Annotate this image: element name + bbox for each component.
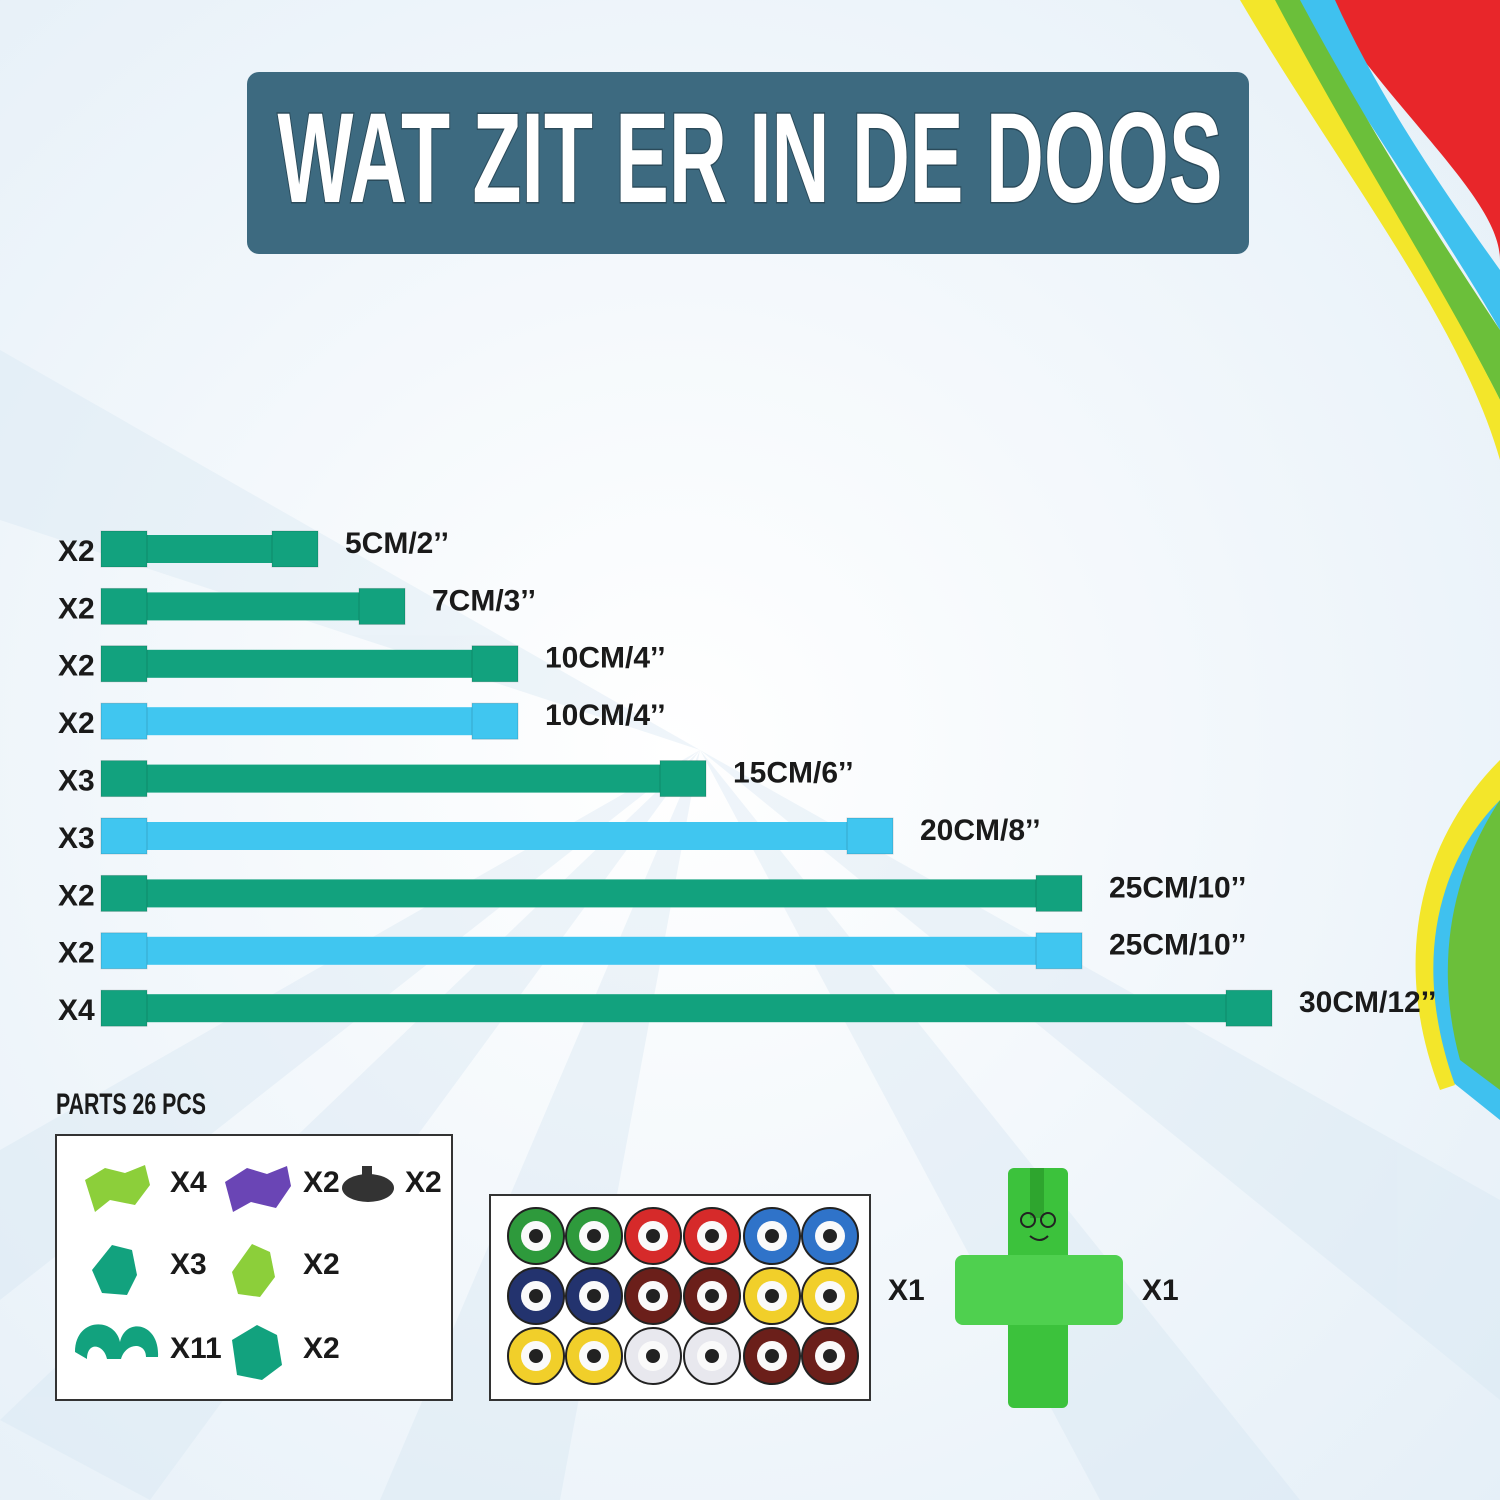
- rod-end: [471, 645, 519, 683]
- rod: [101, 994, 1272, 1023]
- rod-end: [100, 760, 148, 798]
- eye-pupil: [705, 1289, 719, 1303]
- eye-stickers: [507, 1207, 859, 1385]
- rod-end: [100, 874, 148, 912]
- rod-end: [846, 817, 894, 855]
- eye-pupil: [587, 1289, 601, 1303]
- rod: [101, 707, 518, 736]
- eye-pupil: [646, 1349, 660, 1363]
- rod-end: [471, 702, 519, 740]
- rod-size: 25CM/10’’: [1109, 871, 1246, 904]
- eye-pupil: [587, 1349, 601, 1363]
- part-count: X2: [303, 1332, 340, 1365]
- part-count: X11: [170, 1332, 222, 1365]
- figure: [955, 1168, 1123, 1408]
- rod-end: [100, 702, 148, 740]
- rod-count: X2: [58, 879, 95, 912]
- rod-end: [1035, 932, 1083, 970]
- rod-end: [1035, 874, 1083, 912]
- title-box: [247, 72, 1249, 254]
- rod: [101, 649, 518, 678]
- rod-end: [271, 530, 319, 568]
- rod-size: 25CM/10’’: [1109, 929, 1246, 962]
- rod-end: [100, 989, 148, 1027]
- part-count: X3: [170, 1248, 207, 1281]
- eye-sheet-count: X1: [888, 1274, 925, 1307]
- rod-end: [1225, 989, 1273, 1027]
- eye-pupil: [529, 1289, 543, 1303]
- rod-end: [100, 530, 148, 568]
- rod-count: X4: [58, 994, 95, 1027]
- parts-title: PARTS 26 PCS: [56, 1088, 206, 1121]
- eye-pupil: [765, 1349, 779, 1363]
- part-count: X2: [405, 1166, 442, 1199]
- part-count: X2: [303, 1166, 340, 1199]
- part-icons: [75, 1165, 394, 1380]
- eye-pupil: [705, 1229, 719, 1243]
- part-count: X4: [170, 1166, 207, 1199]
- eye-pupil: [529, 1349, 543, 1363]
- eye-pupil: [646, 1289, 660, 1303]
- eye-pupil: [587, 1229, 601, 1243]
- rod-list: X2 5CM/2’’ X2 7CM/3’’ X2 10CM/4’’ X2 10CM/4’’ X3…: [58, 527, 1436, 1027]
- waves: [1240, 0, 1500, 1120]
- eye-pupil: [823, 1349, 837, 1363]
- rod-count: X3: [58, 822, 95, 855]
- rod: [101, 936, 1082, 965]
- rod-count: X3: [58, 765, 95, 798]
- rod: [101, 764, 706, 793]
- rod-count: X2: [58, 592, 95, 625]
- eye-pupil: [765, 1289, 779, 1303]
- rod-size: 20CM/8’’: [920, 814, 1041, 847]
- rod: [101, 822, 893, 850]
- eye-pupil: [765, 1229, 779, 1243]
- rod-size: 10CM/4’’: [545, 699, 666, 732]
- rod-size: 7CM/3’’: [432, 584, 536, 617]
- eye-pupil: [529, 1229, 543, 1243]
- rod-size: 15CM/6’’: [733, 757, 854, 790]
- part-count: X2: [303, 1248, 340, 1281]
- rod-end: [100, 817, 148, 855]
- figure-count: X1: [1142, 1274, 1179, 1307]
- title: WAT ZIT ER IN DE DOOS: [278, 87, 1223, 230]
- eye-pupil: [705, 1349, 719, 1363]
- rod-count: X2: [58, 937, 95, 970]
- rod-end: [100, 645, 148, 683]
- rod-end: [100, 587, 148, 625]
- rod-count: X2: [58, 535, 95, 568]
- rod: [101, 879, 1082, 908]
- eye-pupil: [646, 1229, 660, 1243]
- rod-end: [358, 587, 406, 625]
- rod-size: 10CM/4’’: [545, 642, 666, 675]
- rod-count: X2: [58, 650, 95, 683]
- rod-size: 5CM/2’’: [345, 527, 449, 560]
- rod-size: 30CM/12’’: [1299, 986, 1436, 1019]
- rod-end: [659, 760, 707, 798]
- rod: [101, 592, 405, 621]
- eye-pupil: [823, 1229, 837, 1243]
- rod-end: [100, 932, 148, 970]
- eye-pupil: [823, 1289, 837, 1303]
- rod-count: X2: [58, 707, 95, 740]
